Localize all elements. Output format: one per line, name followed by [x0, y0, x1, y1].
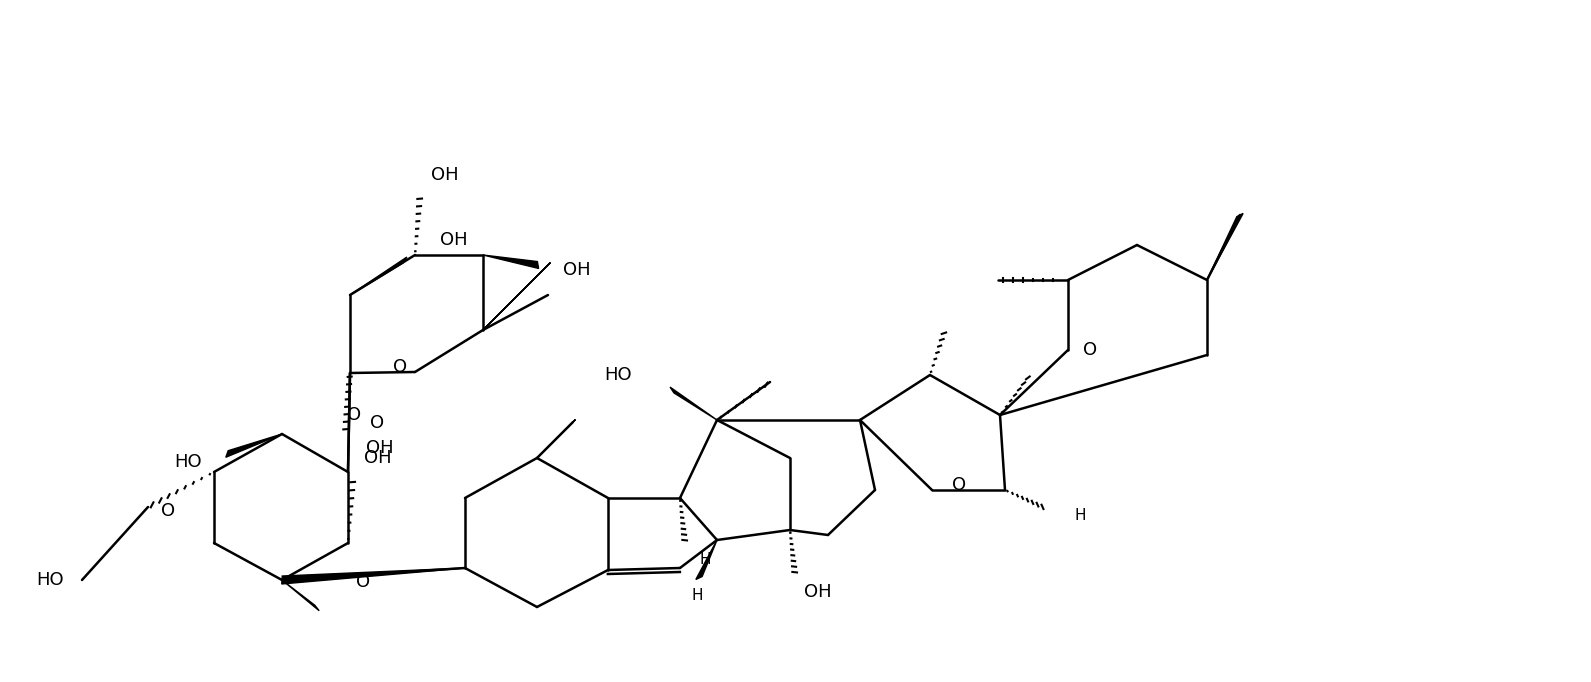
Text: O: O [951, 476, 966, 494]
Text: H: H [690, 587, 703, 602]
Text: HO: HO [37, 571, 64, 589]
Text: OH: OH [441, 231, 468, 249]
Text: HO: HO [605, 366, 632, 384]
Polygon shape [484, 263, 550, 330]
Text: O: O [347, 406, 361, 424]
Text: OH: OH [803, 583, 832, 601]
Text: H: H [1074, 507, 1085, 522]
Text: OH: OH [431, 166, 458, 184]
Polygon shape [350, 257, 407, 295]
Text: O: O [371, 413, 383, 432]
Polygon shape [538, 419, 576, 458]
Text: OH: OH [366, 439, 395, 457]
Text: OH: OH [563, 261, 590, 279]
Polygon shape [695, 540, 718, 580]
Text: O: O [393, 358, 407, 376]
Text: O: O [1083, 341, 1098, 359]
Polygon shape [282, 580, 320, 611]
Text: O: O [356, 573, 371, 591]
Text: OH: OH [364, 449, 391, 467]
Text: HO: HO [175, 453, 202, 471]
Polygon shape [484, 255, 539, 269]
Polygon shape [1208, 213, 1243, 280]
Text: H: H [700, 552, 711, 567]
Text: O: O [161, 501, 175, 520]
Polygon shape [282, 568, 465, 584]
Polygon shape [670, 387, 718, 420]
Polygon shape [226, 434, 282, 458]
